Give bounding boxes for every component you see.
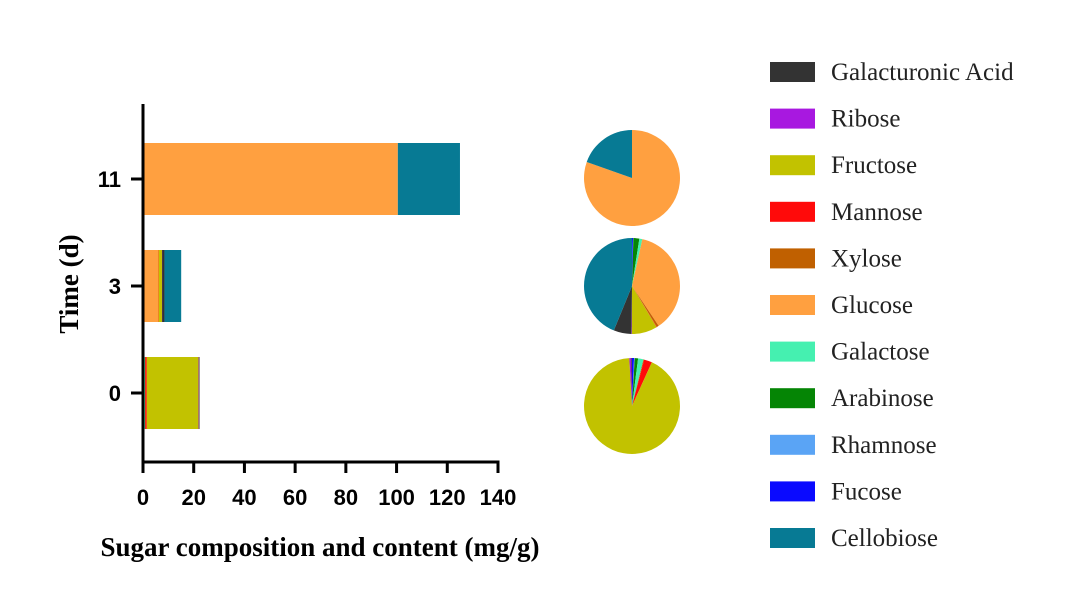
pie-slice-fructose-day-0 xyxy=(583,358,680,454)
legend-swatch-rhamnose xyxy=(770,434,815,455)
pie-slice-fructose-day-3 xyxy=(631,286,657,334)
legend-swatch-xylose xyxy=(770,248,815,269)
pie-slice-rhamnose-day-0 xyxy=(632,358,635,406)
pie-slice-galactose-day-0 xyxy=(632,358,644,406)
x-axis-title: Sugar composition and content (mg/g) xyxy=(100,532,539,562)
pie-slice-galactose-day-3 xyxy=(632,238,643,286)
x-tick-label-60: 60 xyxy=(283,485,307,510)
pie-slice-fucose-day-0 xyxy=(632,358,635,406)
legend-swatch-mannose xyxy=(770,201,815,222)
legend-label-galacturonic-acid: Galacturonic Acid xyxy=(831,59,1014,86)
legend-swatch-glucose xyxy=(770,295,815,315)
legend-label-xylose: Xylose xyxy=(831,245,902,272)
pie-slice-mannose-day-3 xyxy=(632,286,657,328)
legend-label-arabinose: Arabinose xyxy=(831,385,934,412)
pie-slice-rhamnose-day-3 xyxy=(632,238,634,286)
pie-slice-galacturonic-acid-day-0 xyxy=(631,358,632,406)
pie-slice-fucose-day-3 xyxy=(632,238,634,286)
x-tick-label-120: 120 xyxy=(429,485,466,510)
legend-label-rhamnose: Rhamnose xyxy=(831,432,937,459)
legend-swatch-galacturonic-acid xyxy=(770,62,815,82)
x-tick-label-40: 40 xyxy=(232,485,256,510)
x-tick-label-140: 140 xyxy=(480,485,517,510)
bar-segment-mannose-day-0 xyxy=(145,357,147,429)
pie-slice-ribose-day-3 xyxy=(631,286,632,334)
bar-segment-fructose-day-3 xyxy=(158,250,163,322)
pie-slice-arabinose-day-3 xyxy=(632,238,640,286)
legend-label-glucose: Glucose xyxy=(831,292,913,319)
legend-label-cellobiose: Cellobiose xyxy=(831,525,938,552)
axes-group: 0 3 11 0 20 40 60 80 100 120 140 xyxy=(98,104,517,510)
legend-label-ribose: Ribose xyxy=(831,106,900,133)
legend-label-fucose: Fucose xyxy=(831,478,902,505)
y-tick-label-0: 0 xyxy=(109,381,121,406)
x-tick-label-0: 0 xyxy=(137,485,149,510)
bar-segment-galactose-day-0 xyxy=(144,357,146,429)
y-tick-label-3: 3 xyxy=(109,274,121,299)
bars-group xyxy=(143,143,460,429)
pie-slice-galacturonic-acid-day-3 xyxy=(613,286,632,334)
pie-slice-xylose-day-3 xyxy=(632,286,659,328)
legend-label-mannose: Mannose xyxy=(831,199,923,226)
y-tick-label-11: 11 xyxy=(98,167,121,192)
pie-slice-mannose-day-0 xyxy=(632,359,652,406)
pie-slice-cellobiose-day-11 xyxy=(586,130,632,178)
legend-swatch-arabinose xyxy=(770,388,815,409)
y-axis-title: Time (d) xyxy=(54,234,84,333)
pie-slice-arabinose-day-0 xyxy=(632,358,639,406)
pie-slice-glucose-day-11 xyxy=(584,130,681,226)
pie-slice-xylose-day-0 xyxy=(632,359,645,406)
bar-segment-fructose-day-0 xyxy=(146,357,199,429)
bar-segment-ribose-day-0 xyxy=(198,357,200,429)
bar-segment-glucose-day-3 xyxy=(144,250,159,322)
legend-swatch-ribose xyxy=(770,108,815,129)
legend: Galacturonic Acid Ribose Fructose Mannose Xy… xyxy=(770,59,1014,552)
pie-slice-ribose-day-0 xyxy=(629,358,632,406)
bar-segment-galacturonic-acid-day-3 xyxy=(162,250,165,322)
bar-segment-cellobiose-day-11 xyxy=(397,143,460,215)
legend-swatch-fucose xyxy=(770,481,815,502)
pies-group xyxy=(583,130,681,454)
pie-slice-glucose-day-3 xyxy=(632,239,681,326)
x-tick-label-20: 20 xyxy=(181,485,205,510)
bar-segment-galacturonic-acid-day-0 xyxy=(198,357,200,429)
bar-segment-cellobiose-day-3 xyxy=(164,250,182,322)
legend-label-galactose: Galactose xyxy=(831,339,930,366)
legend-swatch-galactose xyxy=(770,341,815,362)
legend-swatch-cellobiose xyxy=(770,528,815,548)
bar-segment-glucose-day-11 xyxy=(143,143,398,215)
pie-slice-cellobiose-day-3 xyxy=(584,238,632,331)
x-tick-label-100: 100 xyxy=(378,485,415,510)
legend-swatch-fructose xyxy=(770,155,815,176)
x-tick-label-80: 80 xyxy=(334,485,358,510)
legend-label-fructose: Fructose xyxy=(831,152,917,179)
